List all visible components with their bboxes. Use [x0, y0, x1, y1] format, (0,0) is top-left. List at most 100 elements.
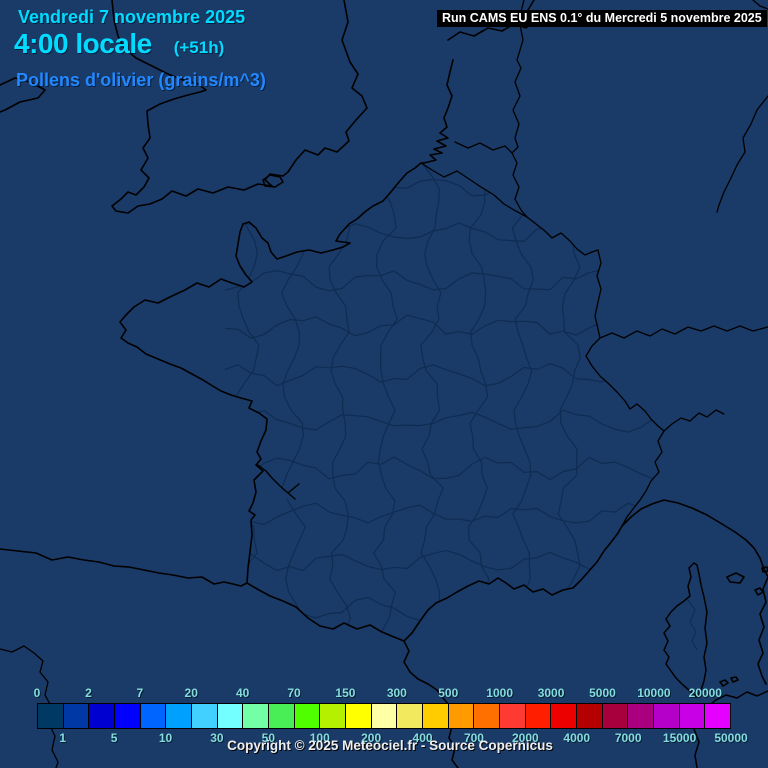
- gironde-estuary: [257, 464, 300, 500]
- legend-tick-label: 2000: [512, 731, 539, 745]
- legend-swatch: [191, 703, 218, 729]
- legend-tick-label: 0: [33, 686, 41, 700]
- legend-swatch: [422, 703, 449, 729]
- legend-tick-label: 200: [361, 731, 382, 745]
- department-border-line: [224, 502, 664, 526]
- legend-swatch: [576, 703, 603, 729]
- coastline-continent: [119, 59, 768, 642]
- legend-tick-label: 1: [59, 731, 67, 745]
- legend-swatch: [396, 703, 424, 729]
- variable-label: Pollens d'olivier (grains/m^3): [16, 70, 266, 90]
- legend-swatch: [242, 703, 270, 729]
- legend-tick-label: 10000: [637, 686, 671, 700]
- legend-swatch: [473, 703, 501, 729]
- legend-swatch: [678, 703, 706, 729]
- legend-swatch: [550, 703, 578, 729]
- department-border-line: [511, 163, 536, 641]
- border-belgium-netherlands: [454, 0, 525, 154]
- legend-tick-label: 20000: [688, 686, 722, 700]
- legend-tick-label: 20: [184, 686, 198, 700]
- date-label: Vendredi 7 novembre 2025: [18, 7, 246, 27]
- legend-tick-label: 100: [309, 731, 330, 745]
- legend-swatch: [653, 703, 680, 729]
- legend-tick-label: 5: [110, 731, 118, 745]
- river-germany: [716, 95, 768, 213]
- legend-tick-label: 300: [386, 686, 407, 700]
- island-elba: [719, 566, 768, 687]
- department-border-line: [372, 163, 398, 641]
- legend-tick-label: 7000: [614, 731, 642, 745]
- coastline-england: [111, 0, 368, 214]
- legend-swatch: [524, 703, 552, 729]
- department-border-line: [224, 456, 664, 481]
- department-border-line: [557, 163, 582, 641]
- department-border-line: [224, 362, 664, 387]
- legend-tick-label: 1000: [486, 686, 514, 700]
- legend-swatch: [293, 703, 321, 729]
- copyright-label: Copyright © 2025 Meteociel.fr - Source C…: [227, 738, 553, 753]
- legend-tick-label: 50000: [714, 731, 748, 745]
- legend-swatch: [627, 703, 655, 729]
- time-label: 4:00 locale (+51h): [14, 28, 224, 60]
- department-border-line: [420, 163, 444, 641]
- legend-swatch: [447, 703, 475, 729]
- border-germany-switzerland: [599, 325, 768, 339]
- legend-swatch: [370, 703, 398, 729]
- department-border-line: [224, 314, 664, 339]
- corsica-department-line: [687, 599, 698, 651]
- coastline-spain-med: [403, 640, 459, 768]
- department-border-line: [224, 222, 664, 243]
- department-borders: [224, 163, 664, 641]
- legend-tick-label: 500: [438, 686, 459, 700]
- legend-tick-label: 40: [235, 686, 250, 700]
- forecast-offset: (+51h): [173, 38, 225, 57]
- legend-tick-label: 5000: [589, 686, 616, 700]
- border-france-germany: [594, 249, 602, 339]
- river-spain: [0, 645, 59, 768]
- border-france-switzerland: [585, 337, 665, 432]
- legend-tick-label: 7: [136, 686, 144, 700]
- legend-swatch: [268, 703, 295, 729]
- legend-ticks-bottom: 1 5 10 30 50 100 200 400 700 2000 4000 7000 15000 500…: [37, 731, 747, 745]
- coastline-corsica: [663, 562, 708, 698]
- border-belgium-germany: [511, 152, 528, 218]
- legend-tick-label: 30: [210, 731, 224, 745]
- legend-tick-label: 70: [287, 686, 301, 700]
- legend-swatch: [165, 703, 193, 729]
- border-switzerland-italy: [663, 409, 725, 432]
- legend-swatch: [114, 703, 141, 729]
- legend-tick-label: 700: [463, 731, 484, 745]
- legend-color-scale: [37, 703, 732, 729]
- department-border-line: [224, 269, 664, 292]
- legend-tick-label: 15000: [662, 731, 697, 745]
- department-border-line: [328, 163, 352, 641]
- legend-tick-label: 3000: [537, 686, 565, 700]
- legend-swatch: [62, 703, 90, 729]
- legend-tick-label: 50: [261, 731, 276, 745]
- department-border-line: [280, 163, 306, 641]
- legend-swatch: [345, 703, 372, 729]
- coastline-italy-west: [757, 576, 768, 685]
- coastline-wales-fragment: [0, 77, 46, 113]
- department-border-line: [224, 174, 664, 198]
- legend-swatch: [319, 703, 347, 729]
- model-run-banner: Run CAMS EU ENS 0.1° du Mercredi 5 novem…: [437, 10, 767, 27]
- legend-tick-label: 400: [412, 731, 433, 745]
- coast-fragment-topright: [752, 0, 768, 10]
- legend-swatch: [499, 703, 526, 729]
- legend-swatch: [88, 703, 116, 729]
- isle-of-wight: [262, 174, 284, 188]
- department-border-line: [224, 409, 664, 433]
- legend-swatch: [216, 703, 244, 729]
- legend-tick-label: 10: [158, 731, 173, 745]
- legend-tick-label: 4000: [563, 731, 591, 745]
- local-time: 4:00 locale: [14, 28, 152, 59]
- legend-swatch: [139, 703, 167, 729]
- legend-swatch: [601, 703, 629, 729]
- legend-swatch: [704, 703, 732, 729]
- department-border-line: [224, 596, 664, 622]
- border-france-italy: [621, 430, 665, 527]
- coastline-spain-north: [0, 548, 248, 587]
